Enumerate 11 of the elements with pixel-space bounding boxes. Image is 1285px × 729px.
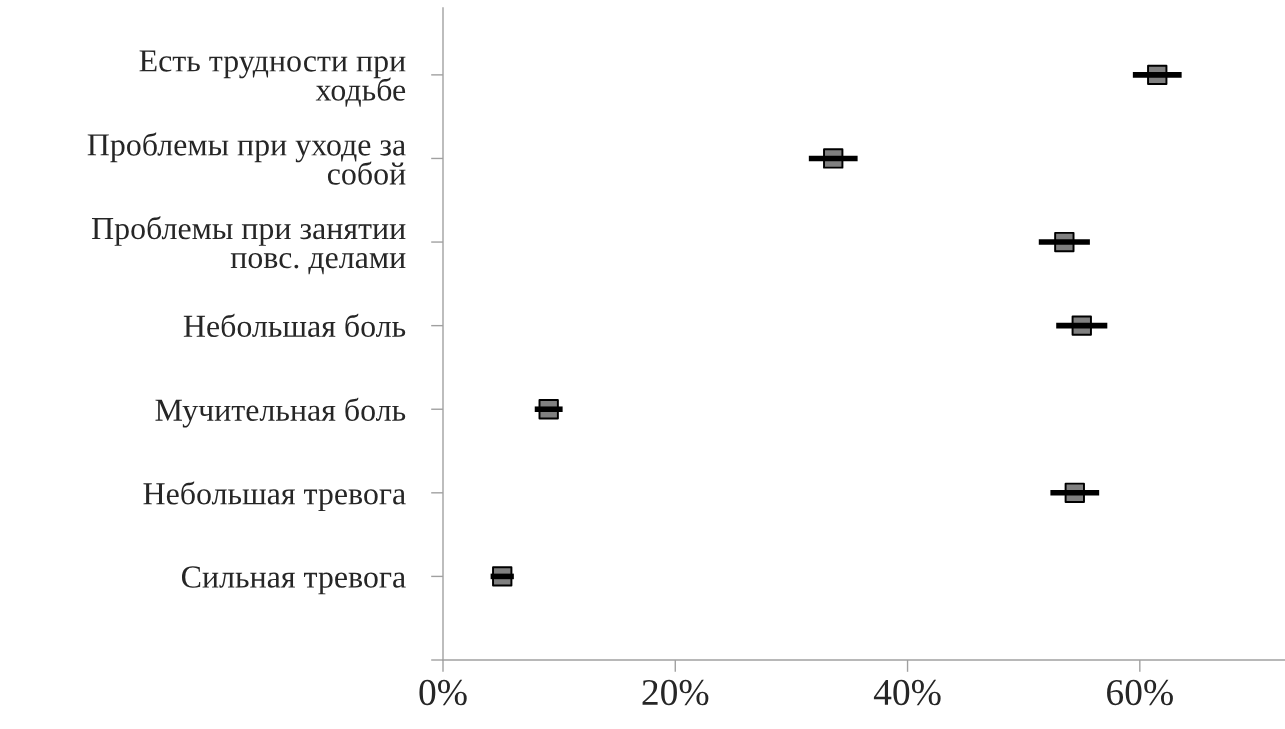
y-tick-label: Мучительная боль <box>155 397 406 428</box>
y-tick-label: Проблемы при уходе за собой <box>87 132 406 185</box>
y-tick-label: Сильная тревога <box>181 566 406 595</box>
x-tick-label: 20% <box>642 679 709 706</box>
x-tick-label: 60% <box>1107 679 1173 706</box>
x-tick-label: 0% <box>419 679 467 706</box>
y-tick-label: Небольшая боль <box>183 313 406 338</box>
y-tick-label: Есть трудности при ходьбе <box>139 50 406 107</box>
y-tick-label: Небольшая тревога <box>143 481 406 512</box>
y-tick-label: Проблемы при занятии повс. делами <box>91 216 406 275</box>
x-tick-label: 40% <box>873 679 941 706</box>
